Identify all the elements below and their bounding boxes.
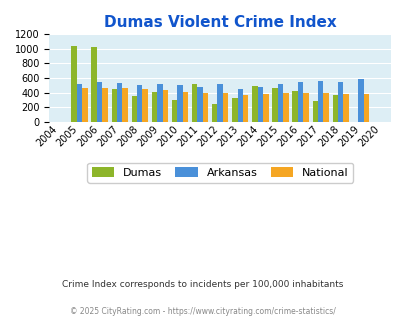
Bar	[343, 94, 348, 122]
Bar	[282, 93, 288, 122]
Bar	[362, 94, 368, 122]
Bar	[157, 84, 162, 122]
Bar	[312, 101, 317, 122]
Bar	[192, 84, 197, 122]
Bar	[122, 88, 128, 122]
Bar	[197, 87, 202, 122]
Bar	[322, 93, 328, 122]
Bar	[77, 83, 82, 122]
Bar	[272, 87, 277, 122]
Bar	[357, 79, 362, 122]
Bar	[91, 47, 97, 122]
Bar	[202, 93, 208, 122]
Bar	[211, 104, 217, 122]
Bar	[71, 46, 77, 122]
Bar	[242, 95, 248, 122]
Bar	[182, 92, 188, 122]
Bar	[252, 86, 257, 122]
Bar	[111, 89, 117, 122]
Bar	[277, 83, 282, 122]
Bar	[177, 85, 182, 122]
Bar	[292, 91, 297, 122]
Bar	[237, 89, 242, 122]
Legend: Dumas, Arkansas, National: Dumas, Arkansas, National	[87, 163, 352, 182]
Bar	[137, 85, 142, 122]
Bar	[162, 90, 168, 122]
Bar	[97, 82, 102, 122]
Bar	[262, 94, 268, 122]
Bar	[131, 96, 137, 122]
Text: Crime Index corresponds to incidents per 100,000 inhabitants: Crime Index corresponds to incidents per…	[62, 280, 343, 289]
Title: Dumas Violent Crime Index: Dumas Violent Crime Index	[104, 15, 336, 30]
Text: © 2025 CityRating.com - https://www.cityrating.com/crime-statistics/: © 2025 CityRating.com - https://www.city…	[70, 307, 335, 315]
Bar	[117, 83, 122, 122]
Bar	[337, 82, 343, 122]
Bar	[222, 93, 228, 122]
Bar	[257, 87, 262, 122]
Bar	[171, 100, 177, 122]
Bar	[303, 93, 308, 122]
Bar	[102, 87, 107, 122]
Bar	[217, 84, 222, 122]
Bar	[142, 89, 147, 122]
Bar	[151, 92, 157, 122]
Bar	[332, 95, 337, 122]
Bar	[297, 82, 303, 122]
Bar	[317, 82, 322, 122]
Bar	[82, 87, 87, 122]
Bar	[232, 98, 237, 122]
